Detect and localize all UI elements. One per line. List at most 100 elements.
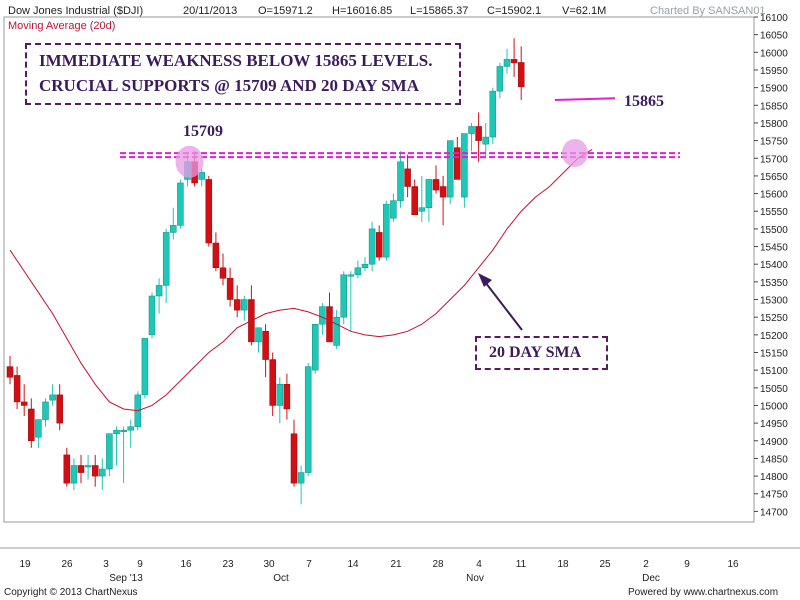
y-tick-label: 15200 [760,331,788,342]
x-tick-label: 9 [684,559,690,570]
y-tick-label: 15650 [760,172,788,183]
candle-body [113,429,120,434]
candle-body [269,359,276,406]
candle-body [290,433,298,484]
y-tick-label: 15300 [760,296,788,307]
candle-body [439,186,447,198]
x-tick-label: 23 [222,559,234,570]
annotation-box: IMMEDIATE WEAKNESS BELOW 15865 LEVELS. C… [25,43,461,105]
x-tick-label: 26 [61,559,73,570]
candle-body [20,401,28,406]
candle-body [454,147,461,180]
sma-label: 20 DAY SMA [489,344,582,361]
y-tick-label: 15800 [760,119,788,130]
y-tick-label: 15600 [760,190,788,201]
x-tick-label: 16 [180,559,192,570]
annotation-line-1: IMMEDIATE WEAKNESS BELOW 15865 LEVELS. [39,51,433,70]
candle-body [411,186,418,216]
candle-body [446,140,454,198]
candle-body [70,465,78,484]
annotation-line-2: CRUCIAL SUPPORTS @ 15709 AND 20 DAY SMA [39,76,419,95]
y-tick-label: 15100 [760,366,788,377]
level-label-15865: 15865 [624,93,664,110]
candle-body [63,454,71,484]
y-tick-label: 14950 [760,419,788,430]
highlight-sma-touch [562,138,588,167]
candle-body [347,274,355,277]
candle-body [56,394,63,424]
candle-body [241,299,248,311]
quote-high: H=16016.85 [332,5,393,17]
candle-body [127,426,134,431]
month-label: Dec [642,573,660,584]
y-tick-label: 15150 [760,348,788,359]
candle-body [99,468,106,477]
candle-body [255,327,262,343]
y-tick-label: 15450 [760,243,788,254]
candle-body [375,232,383,258]
x-tick-label: 14 [347,559,359,570]
quote-open: O=15971.2 [258,5,313,17]
month-label: Sep '13 [109,573,143,584]
candle-body [333,316,340,346]
y-tick-label: 14800 [760,472,788,483]
candle-body [170,225,177,233]
y-tick-label: 15550 [760,207,788,218]
x-tick-label: 25 [599,559,611,570]
candle-body [35,419,42,438]
candle-body [304,366,312,473]
candle-body [28,408,35,442]
candle-body [91,465,99,477]
sma-arrow-shaft [481,277,523,331]
copyright: Copyright © 2013 ChartNexus [4,587,138,598]
y-tick-label: 15350 [760,278,788,289]
candle-body [496,66,504,92]
y-tick-label: 14700 [760,507,788,518]
candle-body [475,126,482,141]
month-label: Nov [466,573,484,584]
y-tick-label: 15400 [760,260,788,271]
y-tick-label: 15050 [760,384,788,395]
quote-date: 20/11/2013 [183,5,238,17]
x-tick-label: 9 [137,559,143,570]
x-tick-label: 19 [19,559,31,570]
x-tick-label: 30 [263,559,275,570]
candle-body [283,384,291,410]
candle-body [219,267,227,279]
candle-body [397,161,404,201]
y-tick-label: 16050 [760,31,788,42]
candle-body [354,267,362,276]
sma-arrow-head [478,273,492,287]
candle-body [77,465,85,473]
candle-body [489,90,497,138]
quote-close: C=15902.1 [487,5,542,17]
x-tick-label: 18 [557,559,569,570]
candle-body [49,394,56,401]
candle-body [418,207,426,212]
candle-body [425,179,433,208]
chart-header: Dow Jones Industrial ($DJI) 20/11/2013 O… [0,0,800,20]
candle-body [84,465,92,468]
x-tick-label: 16 [727,559,739,570]
candle-body [297,472,305,484]
candle-body [177,182,184,226]
x-tick-label: 7 [306,559,312,570]
indicator-label: Moving Average (20d) [8,20,116,32]
support-label-15709: 15709 [183,123,223,140]
candle-body [148,295,156,336]
powered-by: Powered by www.chartnexus.com [628,587,779,598]
candle-body [503,59,511,67]
candle-body [319,306,326,325]
candle-body [106,433,113,470]
y-tick-label: 15000 [760,401,788,412]
chart-title: Dow Jones Industrial ($DJI) [8,5,144,17]
candle-body [368,228,376,265]
candle-body [212,242,220,268]
candle-body [312,323,319,371]
candle-body [276,384,284,406]
candle-body [432,179,440,191]
y-tick-label: 15500 [760,225,788,236]
y-tick-label: 14900 [760,437,788,448]
charted-by: Charted By SANSAN01 [650,5,766,17]
candle-body [390,200,397,219]
